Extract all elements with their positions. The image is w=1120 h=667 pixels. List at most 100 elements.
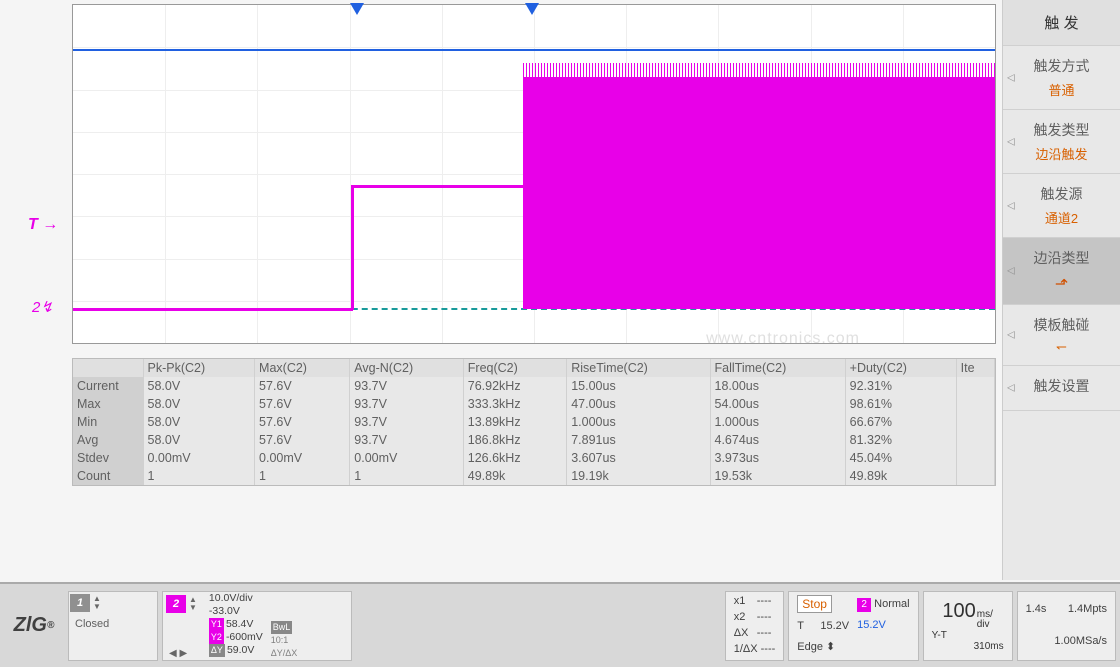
ch2-trace-segment-rise xyxy=(351,185,354,310)
chevron-left-icon: ◁ xyxy=(1007,200,1015,211)
menu-item-title: 触发类型 xyxy=(1009,120,1114,140)
ch2-trace-segment-mid xyxy=(353,185,523,188)
menu-item-value: 普通 xyxy=(1009,80,1114,99)
stop-badge[interactable]: Stop xyxy=(797,595,832,613)
trigger-mode: Normal xyxy=(874,598,909,610)
side-panel-header: 触 发 xyxy=(1003,0,1120,46)
waveform-display[interactable] xyxy=(72,4,996,344)
meas-cell: 45.04% xyxy=(845,449,956,467)
meas-cell: 7.891us xyxy=(567,431,710,449)
meas-cell: 58.0V xyxy=(143,395,255,413)
meas-cell: 19.19k xyxy=(567,467,710,485)
ch2-y1: 58.4V xyxy=(226,618,253,630)
timebase-delay: 310ms xyxy=(974,641,1008,652)
table-row: Count11149.89k19.19k19.53k49.89k xyxy=(73,467,995,485)
meas-cell xyxy=(956,395,994,413)
ch2-dydx-label: ΔY/ΔX xyxy=(271,647,298,660)
acq-points: 1.4Mpts xyxy=(1054,602,1107,617)
menu-item-title: 触发源 xyxy=(1009,184,1114,204)
meas-cell: 81.32% xyxy=(845,431,956,449)
acquisition-block[interactable]: 1.4s 1.4Mpts 1.00MSa/s xyxy=(1017,591,1116,661)
meas-cell xyxy=(956,467,994,485)
meas-row-label: Max xyxy=(73,395,143,413)
meas-col-header: Freq(C2) xyxy=(463,359,566,377)
status-bar: ZlG® 1 ▲▼ Closed 2 ▲▼ ◀ ▶ 10.0V/div -33.… xyxy=(0,582,1120,667)
meas-row-label: Avg xyxy=(73,431,143,449)
ch2-ratio: 10:1 xyxy=(271,634,298,647)
meas-cell: 93.7V xyxy=(350,395,463,413)
display-mode: Y-T xyxy=(932,630,947,641)
ch2-trace-burst xyxy=(523,77,995,309)
meas-cell: 49.89k xyxy=(845,467,956,485)
ch2-ground-label: 2↯ xyxy=(32,298,53,316)
trigger-level-hl: 15.2V xyxy=(857,618,910,633)
meas-cell: 1 xyxy=(143,467,255,485)
meas-cell: 93.7V xyxy=(350,413,463,431)
timebase-block[interactable]: 100 ms/div Y-T 310ms xyxy=(923,591,1013,661)
ch2-trace-segment-low xyxy=(73,308,353,311)
watermark: www.cntronics.com xyxy=(706,330,860,348)
meas-cell xyxy=(956,413,994,431)
cursor-x2: ---- xyxy=(757,611,772,623)
chevron-left-icon: ◁ xyxy=(1007,72,1015,83)
menu-item-title: 触发方式 xyxy=(1009,56,1114,76)
trigger-menu-item[interactable]: ◁触发类型边沿触发 xyxy=(1003,110,1120,174)
meas-cell: 92.31% xyxy=(845,377,956,395)
timebase-value: 100 ms/div xyxy=(942,600,992,630)
ch2-badge: 2 xyxy=(166,595,186,613)
meas-row-label: Current xyxy=(73,377,143,395)
trigger-level-label: T → xyxy=(28,216,58,234)
menu-item-value: 边沿触发 xyxy=(1009,144,1114,163)
meas-cell: 57.6V xyxy=(255,395,350,413)
updown-icon[interactable]: ▲▼ xyxy=(93,595,101,611)
trigger-menu-item[interactable]: ◁模板触碰↽ xyxy=(1003,305,1120,366)
meas-cell xyxy=(956,449,994,467)
measurement-table: Pk-Pk(C2)Max(C2)Avg-N(C2)Freq(C2)RiseTim… xyxy=(72,358,996,486)
meas-cell: 57.6V xyxy=(255,413,350,431)
meas-cell: 49.89k xyxy=(463,467,566,485)
table-row: Current58.0V57.6V93.7V76.92kHz15.00us18.… xyxy=(73,377,995,395)
meas-cell: 3.973us xyxy=(710,449,845,467)
ch2-dy: 59.0V xyxy=(227,644,254,656)
chevron-left-icon: ◁ xyxy=(1007,383,1015,394)
menu-item-title: 模板触碰 xyxy=(1009,315,1114,335)
meas-col-header: Avg-N(C2) xyxy=(350,359,463,377)
ch2-block[interactable]: 2 ▲▼ ◀ ▶ 10.0V/div -33.0V Y158.4V Y2-600… xyxy=(162,591,352,661)
meas-cell: 57.6V xyxy=(255,377,350,395)
logo: ZlG® xyxy=(4,591,64,661)
meas-col-rowname xyxy=(73,359,143,377)
run-status-block[interactable]: Stop T 15.2V Edge ⬍ 2 Normal 15.2V xyxy=(788,591,918,661)
meas-cell: 4.674us xyxy=(710,431,845,449)
meas-cell: 1 xyxy=(255,467,350,485)
ch2-y2: -600mV xyxy=(226,631,263,643)
ch2-scale: 10.0V/div xyxy=(209,592,263,605)
trigger-menu-item[interactable]: ◁触发方式普通 xyxy=(1003,46,1120,110)
trigger-source-badge: 2 xyxy=(857,598,871,612)
trigger-menu-item[interactable]: ◁触发设置 xyxy=(1003,366,1120,411)
menu-item-value: ↽ xyxy=(1009,339,1114,355)
meas-cell: 93.7V xyxy=(350,377,463,395)
meas-col-header: Pk-Pk(C2) xyxy=(143,359,255,377)
meas-cell: 1.000us xyxy=(710,413,845,431)
ch1-block[interactable]: 1 ▲▼ Closed xyxy=(68,591,158,661)
ch2-offset: -33.0V xyxy=(209,605,263,618)
cursor-dx: ---- xyxy=(757,627,772,639)
table-row: Stdev0.00mV0.00mV0.00mV126.6kHz3.607us3.… xyxy=(73,449,995,467)
ch1-badge: 1 xyxy=(70,594,90,612)
chevron-left-icon: ◁ xyxy=(1007,266,1015,277)
acq-rate: 1.00MSa/s xyxy=(1054,634,1107,649)
trigger-menu-item[interactable]: ◁边沿类型⬏ xyxy=(1003,238,1120,305)
meas-cell: 58.0V xyxy=(143,431,255,449)
chevron-left-icon: ◁ xyxy=(1007,136,1015,147)
cursor-info-block[interactable]: x1 ---- x2 ---- ΔX ---- 1/ΔX ---- xyxy=(725,591,785,661)
updown-icon[interactable]: ▲▼ xyxy=(189,596,197,612)
menu-item-value: 通道2 xyxy=(1009,208,1114,227)
meas-cell: 15.00us xyxy=(567,377,710,395)
meas-cell: 54.00us xyxy=(710,395,845,413)
meas-row-label: Count xyxy=(73,467,143,485)
meas-cell: 57.6V xyxy=(255,431,350,449)
meas-cell: 58.0V xyxy=(143,377,255,395)
menu-item-title: 触发设置 xyxy=(1009,376,1114,396)
trigger-menu-item[interactable]: ◁触发源通道2 xyxy=(1003,174,1120,238)
leftright-icon[interactable]: ◀ ▶ xyxy=(169,650,197,658)
